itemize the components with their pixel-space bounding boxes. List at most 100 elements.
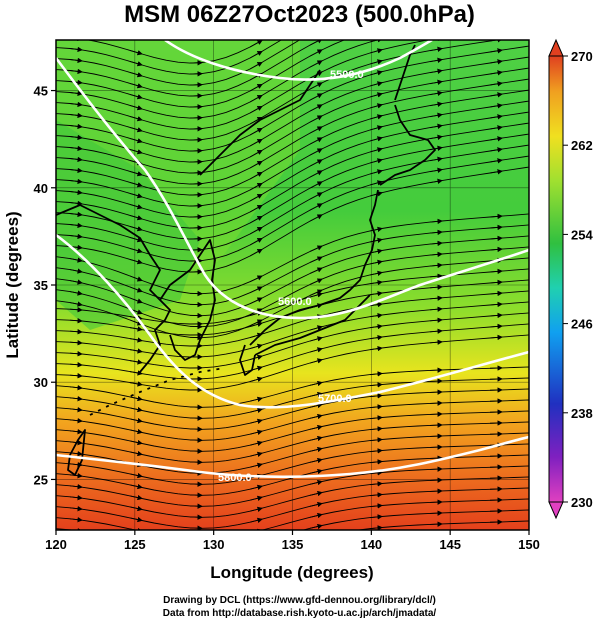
streamline-arrow: [429, 134, 443, 141]
streamline: [56, 40, 431, 130]
streamline: [56, 40, 321, 97]
streamline-arrow: [429, 306, 443, 312]
streamline-arrow: [69, 318, 83, 324]
streamline-arrow: [490, 6, 502, 8]
streamline: [56, 246, 529, 328]
streamline-arrow: [369, 481, 383, 487]
streamline-arrow: [249, 105, 263, 114]
streamline-arrow: [309, 358, 323, 364]
streamline-arrow: [77, 40, 83, 42]
streamline-arrow: [429, 90, 443, 97]
streamline-arrow: [69, 134, 83, 141]
streamline-arrow: [309, 325, 323, 331]
streamline-arrow: [129, 137, 143, 144]
streamline: [56, 476, 529, 518]
streamline-arrow: [69, 385, 83, 391]
streamline-arrow: [489, 103, 503, 109]
streamline-arrow: [129, 348, 143, 354]
contour-label-5600: 5600.0: [278, 296, 312, 308]
streamline: [56, 100, 529, 207]
x-tick-label: 130: [203, 537, 225, 552]
streamline-arrow: [310, 536, 322, 539]
streamline-arrow: [249, 418, 263, 424]
streamline-arrow: [129, 286, 143, 293]
streamline-arrow: [129, 381, 143, 387]
streamline-arrow: [69, 307, 83, 313]
streamline-arrow: [129, 49, 143, 56]
streamline-arrow: [309, 159, 323, 167]
streamline-arrow: [429, 422, 443, 428]
streamline-arrow: [249, 237, 263, 246]
streamline-arrow: [309, 40, 323, 46]
streamline-arrow: [309, 181, 323, 189]
streamline-arrow: [129, 472, 143, 479]
streamline: [56, 377, 529, 419]
streamline-arrow: [369, 492, 383, 498]
streamline-arrow: [129, 359, 143, 365]
streamline-arrow: [129, 181, 143, 188]
streamline-arrow: [69, 373, 83, 379]
colorbar-tick-label: 270: [571, 49, 593, 64]
streamline-arrow: [429, 389, 443, 395]
streamline-arrow: [309, 347, 323, 353]
streamline-arrow: [69, 329, 83, 335]
streamline-arrow: [69, 123, 83, 130]
streamline: [56, 78, 529, 185]
streamline-arrow: [129, 225, 143, 232]
contour-label-5800: 5800.0: [218, 472, 252, 484]
streamline-arrow: [69, 233, 83, 240]
streamline-arrow: [249, 138, 263, 147]
streamline-arrow: [129, 494, 143, 501]
streamline-arrow: [69, 407, 83, 413]
streamline-arrow: [129, 93, 143, 100]
contour-label-5500: 5500.0: [330, 69, 364, 81]
colorbar-tick-label: 230: [571, 495, 593, 510]
streamline-arrow: [129, 297, 143, 304]
streamline-arrow: [130, 573, 142, 576]
streamline-arrow: [309, 413, 323, 420]
colorbar-tick-label: 238: [571, 406, 593, 421]
streamline-arrow: [429, 499, 443, 505]
streamline-arrow: [489, 334, 503, 341]
streamline-arrow: [369, 437, 383, 443]
streamline-arrow: [489, 301, 503, 308]
streamline-arrow: [369, 158, 383, 164]
streamline-arrow: [369, 393, 383, 399]
streamline-arrow: [249, 204, 263, 213]
streamline-arrow: [490, 28, 502, 30]
height-contours: [56, 40, 529, 479]
streamline-arrow: [129, 192, 143, 199]
streamline-arrow: [249, 215, 263, 224]
streamline-arrow: [489, 268, 503, 275]
streamline-arrow: [369, 470, 383, 476]
streamline-arrow: [249, 451, 263, 457]
streamline-arrow: [369, 525, 383, 530]
streamline-arrow: [129, 82, 143, 89]
streamline-arrow: [309, 104, 323, 112]
streamline-arrow: [250, 552, 262, 555]
streamline-arrow: [249, 354, 263, 361]
streamline-arrow: [429, 466, 443, 472]
streamline-arrow: [309, 214, 323, 222]
streamline-arrow: [129, 337, 143, 343]
streamline-arrow: [309, 192, 323, 200]
streamline-arrow: [309, 49, 323, 57]
streamline-arrow: [369, 59, 383, 65]
streamline-arrow: [429, 273, 443, 279]
streamline-arrow: [129, 516, 143, 523]
korea-china-coast: [56, 204, 171, 373]
streamline-arrow: [249, 50, 263, 59]
streamline-arrow: [429, 444, 443, 450]
streamline-arrow: [310, 547, 322, 550]
streamline-arrow: [309, 267, 323, 274]
streamline-arrow: [249, 116, 263, 125]
streamline-arrow: [429, 178, 443, 185]
streamline-arrow: [129, 126, 143, 133]
streamline-arrow: [429, 488, 443, 494]
streamline-arrow: [370, 6, 382, 9]
streamline-arrow: [129, 417, 143, 424]
colorbar: 270 262 254 246 238 230: [548, 38, 593, 520]
streamline-arrow: [69, 222, 83, 229]
streamline-arrow: [249, 332, 263, 339]
colorbar-tick-label: 246: [571, 317, 593, 332]
